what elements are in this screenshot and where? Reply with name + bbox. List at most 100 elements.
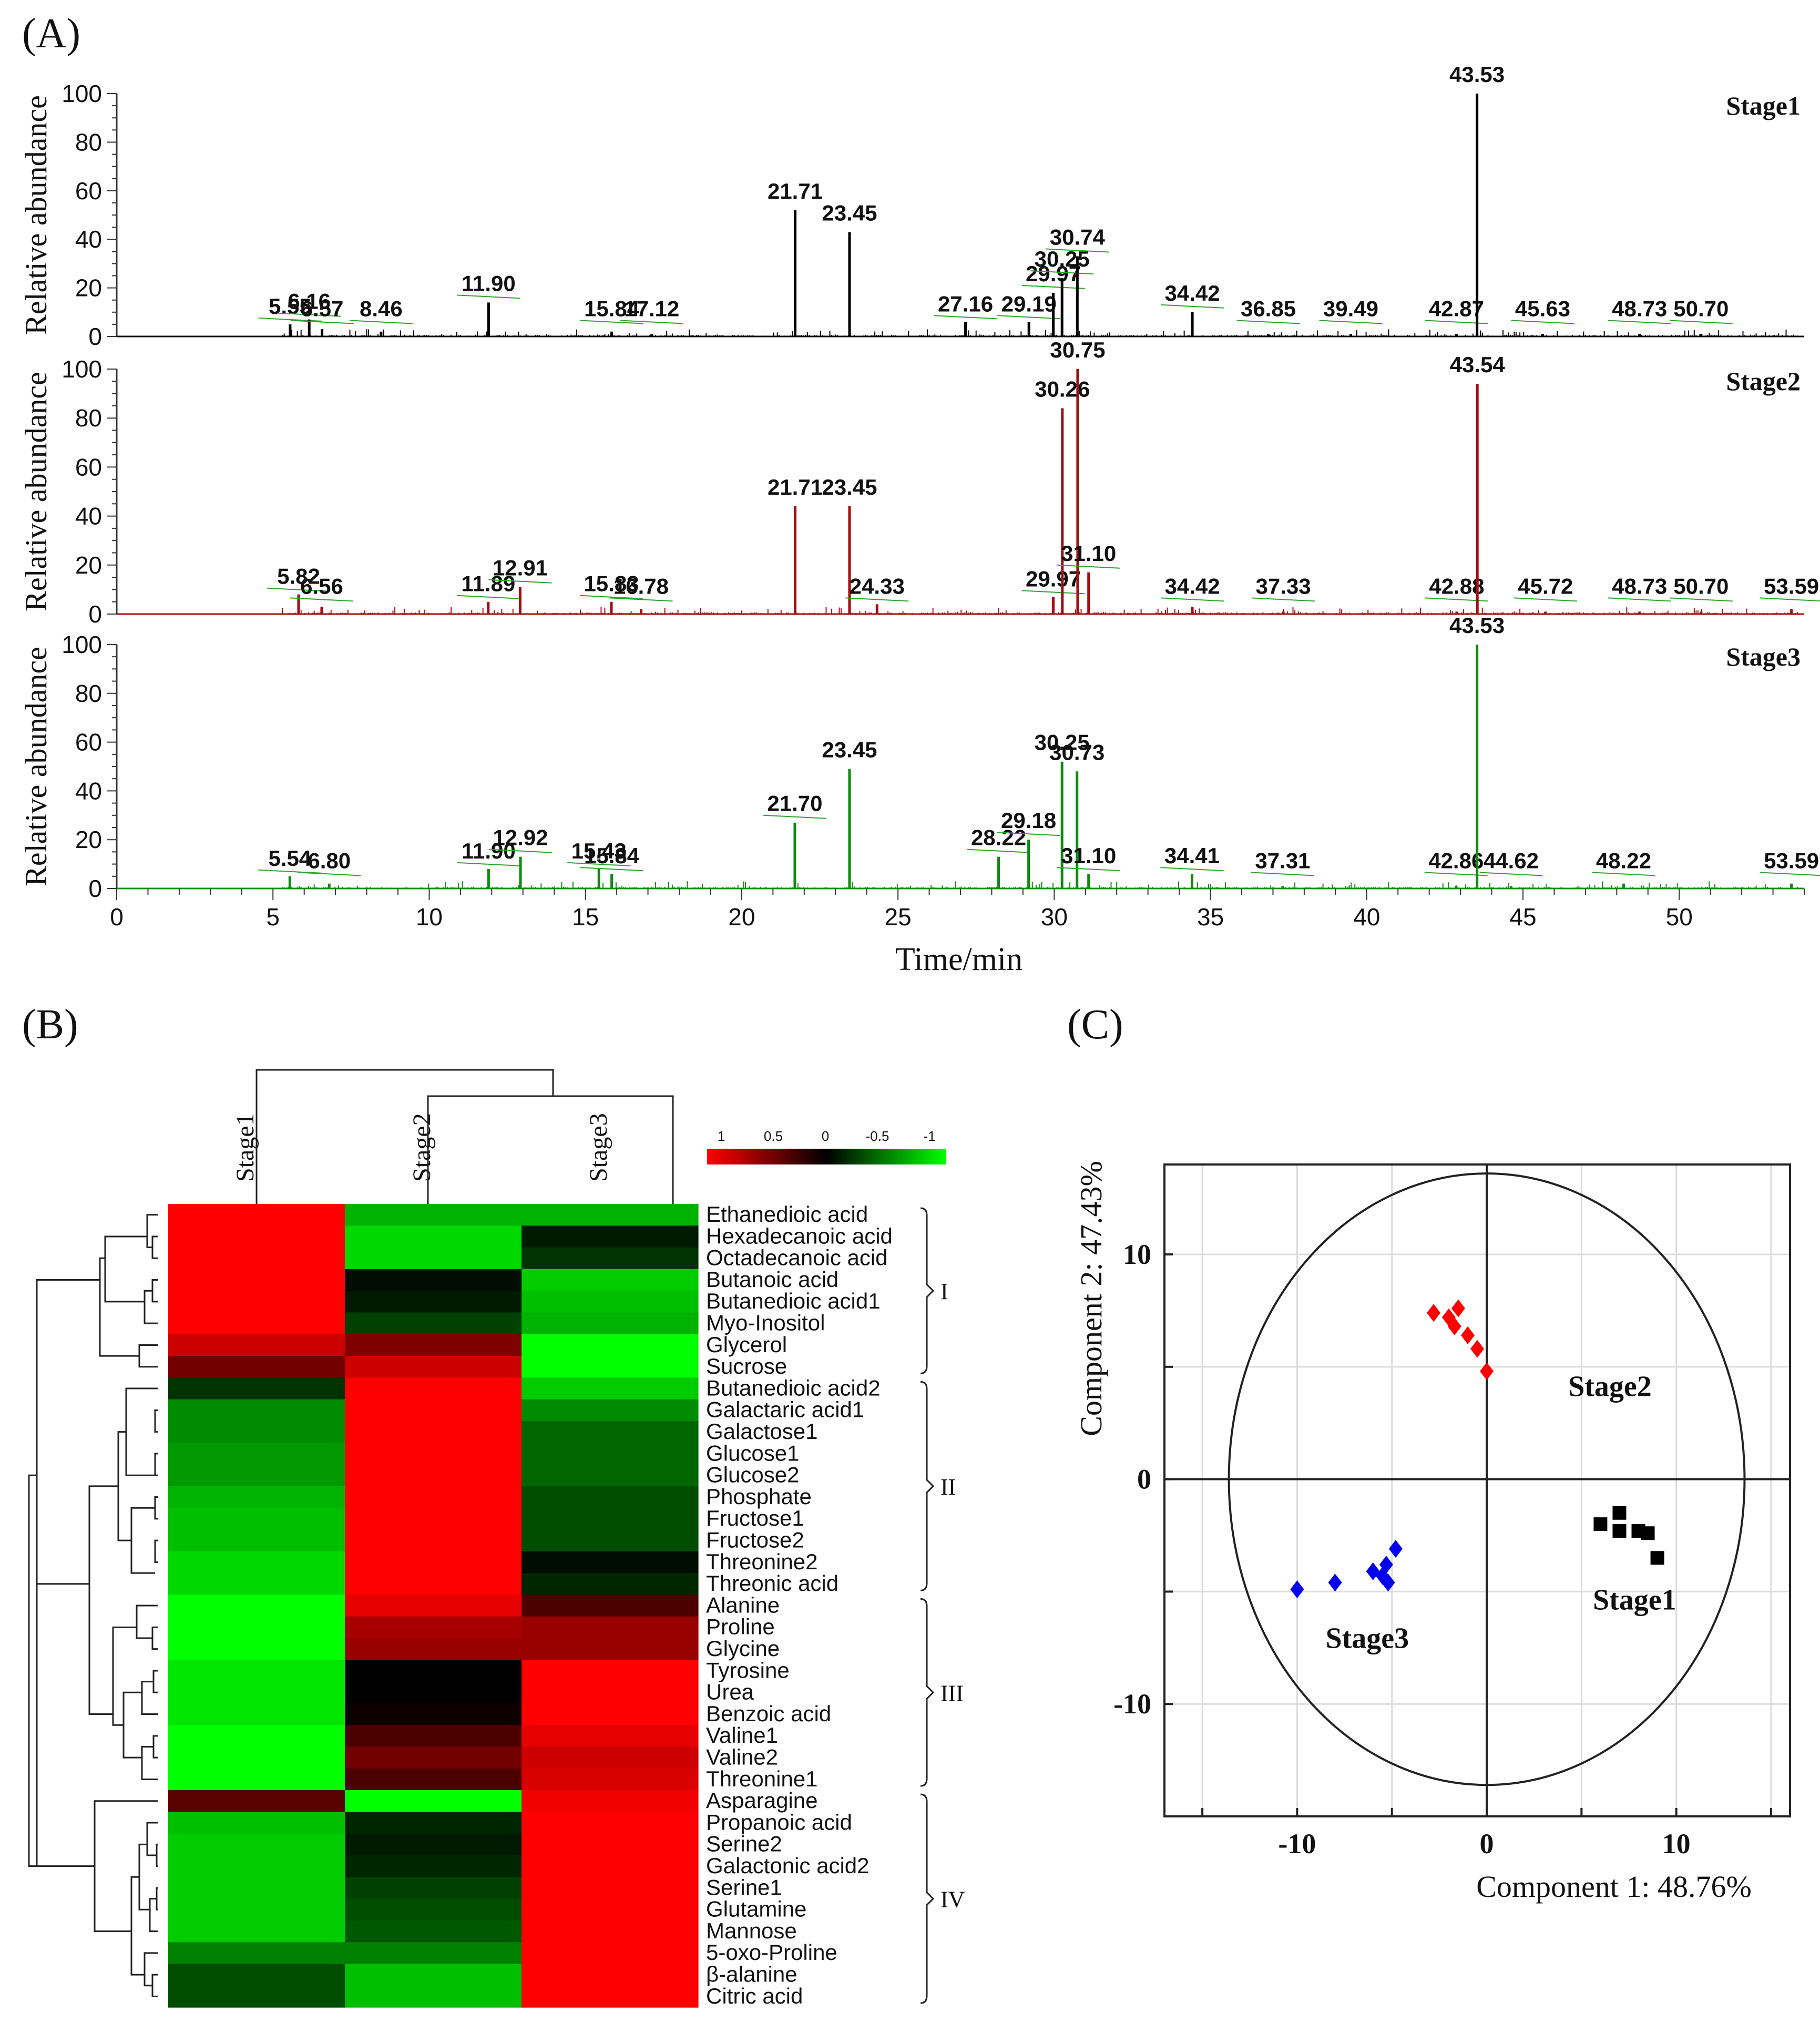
peak-label: 43.53 — [1449, 62, 1505, 87]
dendro-branch — [104, 1235, 147, 1303]
peak-label: 43.54 — [1450, 352, 1506, 377]
heatmap-row-urea: Urea — [168, 1680, 754, 1704]
heatmap-cell — [345, 1964, 522, 1986]
noise-trace — [282, 329, 1798, 336]
heatmap-cell — [522, 1464, 699, 1487]
x-tick-label: -10 — [1278, 1828, 1316, 1859]
heatmap-cell — [345, 1247, 522, 1270]
y-tick-label: -10 — [1113, 1688, 1151, 1720]
peak-label: 24.33 — [850, 574, 905, 598]
heatmap-row-alanine: β-alanine — [168, 1962, 797, 1987]
row-label: Fructose2 — [706, 1528, 804, 1552]
pca-ticks: -10 0 10 -10 0 10 — [1113, 1239, 1772, 1859]
label-leader — [457, 862, 520, 866]
label-leader — [580, 320, 643, 324]
x-tick-label: 50 — [1666, 903, 1693, 931]
heatmap-cell — [168, 1334, 345, 1356]
heatmap-cell — [168, 1204, 345, 1226]
label-leader — [1608, 320, 1671, 324]
y-tick-label: 100 — [62, 80, 102, 107]
label-leader — [1161, 304, 1224, 309]
heatmap-cell — [345, 1616, 522, 1639]
heatmap-row-glycine: Glycine — [168, 1636, 780, 1661]
heatmap-cell — [522, 1334, 699, 1356]
data-point — [1328, 1574, 1342, 1592]
peak-label: 11.89 — [461, 571, 515, 596]
pca-series-stage3 — [1290, 1540, 1403, 1599]
y-tick-label: 0 — [88, 323, 102, 350]
color-scale-bar — [707, 1149, 946, 1164]
peak-label: 8.46 — [360, 297, 403, 321]
y-tick-label: 60 — [75, 177, 102, 205]
heatmap-row-alanine: Alanine — [168, 1592, 780, 1617]
peak-label: 45.63 — [1515, 297, 1570, 321]
row-label: Propanoic acid — [706, 1810, 852, 1834]
dendro-branch — [99, 1257, 139, 1357]
panel-label-a: (A) — [22, 11, 80, 57]
label-leader — [1669, 320, 1733, 324]
dendro-branch — [146, 1214, 158, 1249]
y-tick-label: 100 — [62, 355, 102, 383]
heatmap-cell — [522, 1421, 699, 1443]
dendro-branch — [141, 1681, 158, 1715]
row-label: Serine2 — [706, 1832, 782, 1856]
heatmap-cell — [345, 1312, 522, 1335]
data-point — [1612, 1506, 1627, 1520]
heatmap-cell — [168, 1616, 345, 1639]
heatmap-cell — [345, 1464, 522, 1487]
heatmap-cell — [345, 1833, 522, 1856]
y-tick-label: 40 — [75, 226, 102, 253]
label-leader — [1319, 320, 1383, 324]
data-point — [1381, 1574, 1395, 1592]
peak-label: 6.56 — [300, 574, 343, 598]
heatmap-cell — [522, 1725, 699, 1748]
heatmap-row-proline: Proline — [168, 1615, 775, 1639]
peak-label: 11.90 — [462, 839, 516, 863]
peak-label: 31.10 — [1061, 843, 1116, 868]
heatmap-row-galactaric-acid1: Galactaric acid1 — [168, 1397, 864, 1422]
row-label: Myo-Inositol — [706, 1311, 825, 1335]
pca-series-stage1 — [1593, 1506, 1664, 1565]
heatmap-cell — [345, 1529, 522, 1552]
label-leader — [456, 595, 520, 599]
column-label: Stage2 — [408, 1113, 436, 1182]
peak-label: 50.70 — [1673, 297, 1729, 321]
peak-label: 29.18 — [1001, 808, 1056, 833]
label-leader — [1760, 872, 1820, 876]
chromatogram-stage2: 0 20 40 60 80 100 Relative abundance Stage2 5.82… — [19, 338, 1820, 628]
heatmap-row-serine1: Serine1 — [168, 1875, 782, 1899]
heatmap-cell — [345, 1855, 522, 1877]
y-tick-label: 80 — [75, 128, 102, 156]
heatmap-cell — [345, 1508, 522, 1530]
chromatogram-x-axis-title: Time/min — [895, 942, 1023, 977]
data-point — [1447, 1317, 1461, 1335]
row-label: Butanoic acid — [706, 1267, 839, 1292]
dendro-branch — [154, 1409, 158, 1433]
heatmap-cell — [522, 1638, 699, 1660]
heatmap-cell — [522, 1356, 699, 1378]
heatmap-cell — [522, 1812, 699, 1834]
data-point — [1612, 1524, 1627, 1538]
heatmap-cell — [168, 1985, 345, 2008]
dendro-branch — [130, 1876, 145, 1976]
column-dendrogram — [255, 1069, 674, 1204]
x-tick-label: 0 — [1480, 1828, 1494, 1859]
y-tick-label: 40 — [75, 503, 102, 530]
row-label: Tyrosine — [706, 1658, 790, 1682]
cluster-bracket-ii: II — [920, 1381, 956, 1591]
label-leader — [290, 320, 354, 324]
heatmap-cell — [168, 1812, 345, 1834]
heatmap-cell — [522, 1508, 699, 1530]
peak-label: 28.22 — [971, 825, 1026, 850]
row-label: Proline — [706, 1615, 775, 1639]
heatmap-cell — [345, 1877, 522, 1899]
heatmap-cell — [345, 1573, 522, 1595]
row-label: Alanine — [706, 1592, 780, 1617]
label-leader — [1251, 872, 1314, 876]
peak-label: 29.19 — [1001, 291, 1057, 316]
heatmap-cell — [522, 1964, 699, 1986]
heatmap-cell — [522, 1768, 699, 1791]
row-label: Glucose2 — [706, 1463, 799, 1487]
dendro-branch — [36, 1279, 100, 1585]
